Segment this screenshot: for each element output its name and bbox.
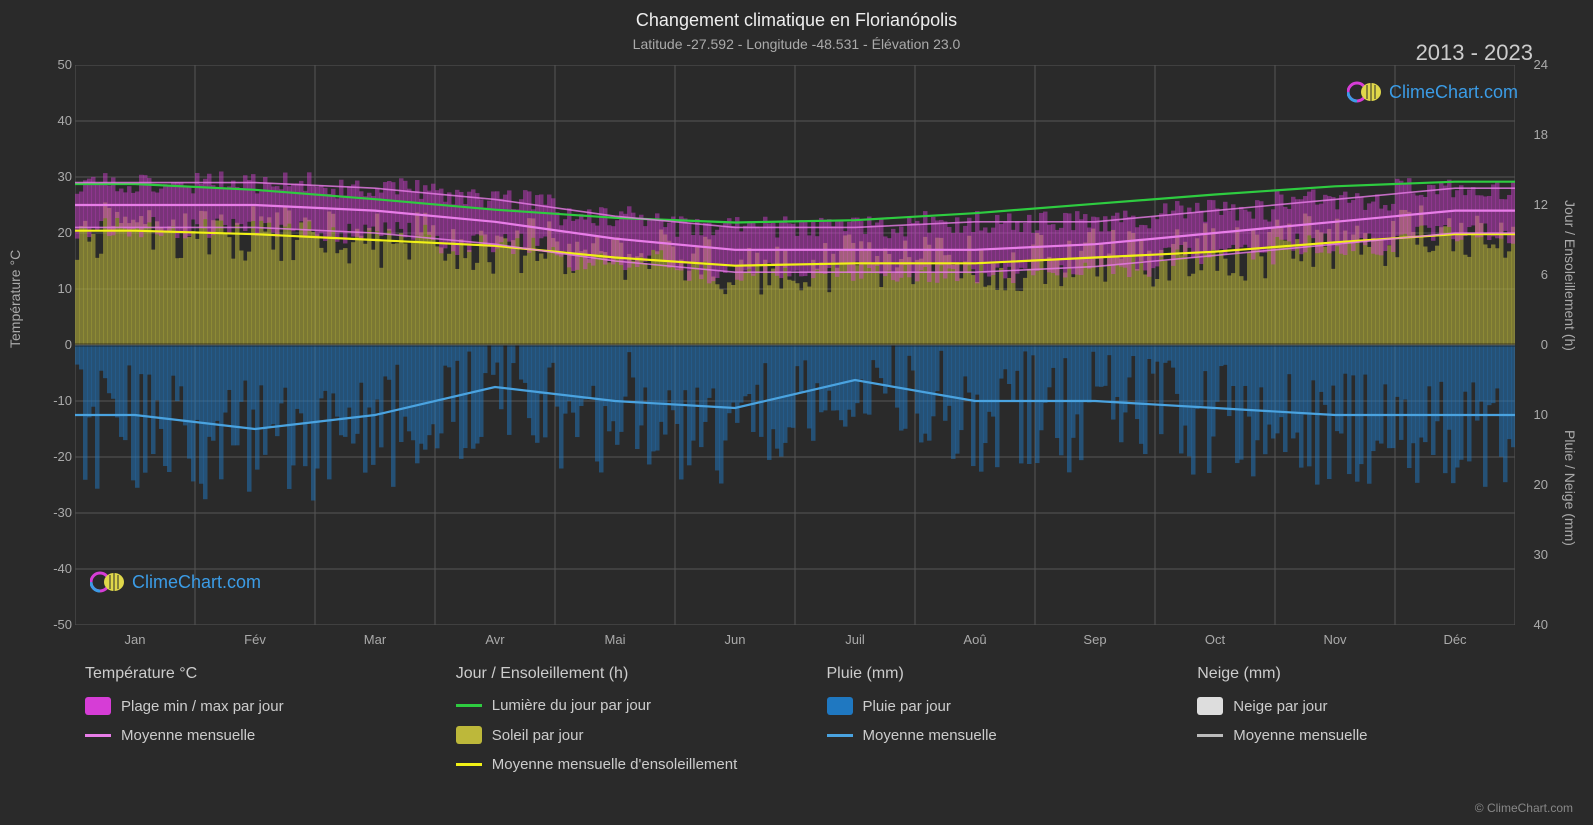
y-tick-left: 40 xyxy=(48,113,72,128)
legend-item: Moyenne mensuelle xyxy=(85,727,416,744)
y-tick-left: -20 xyxy=(48,449,72,464)
legend-swatch-icon xyxy=(1197,697,1223,715)
legend-label: Plage min / max par jour xyxy=(121,698,284,715)
legend-col-rain: Pluie (mm) Pluie par jour Moyenne mensuel… xyxy=(827,665,1158,785)
legend-line-icon xyxy=(456,763,482,766)
x-tick-month: Mai xyxy=(605,632,626,647)
chart-title: Changement climatique en Florianópolis xyxy=(0,10,1593,31)
legend-swatch-icon xyxy=(456,726,482,744)
chart-subtitle: Latitude -27.592 - Longitude -48.531 - É… xyxy=(0,36,1593,52)
legend-line-icon xyxy=(85,734,111,737)
brand-logo-bottom: ClimeChart.com xyxy=(90,570,261,594)
legend-swatch-icon xyxy=(85,697,111,715)
legend-line-icon xyxy=(1197,734,1223,737)
legend-swatch-icon xyxy=(827,697,853,715)
legend-label: Soleil par jour xyxy=(492,727,584,744)
legend-header: Pluie (mm) xyxy=(827,665,1158,683)
y-tick-right: 0 xyxy=(1541,337,1548,352)
climate-chart xyxy=(75,65,1515,625)
x-tick-month: Juil xyxy=(845,632,865,647)
y-tick-left: -40 xyxy=(48,561,72,576)
legend-item: Soleil par jour xyxy=(456,726,787,744)
brand-logo-top: ClimeChart.com xyxy=(1347,80,1518,104)
logo-icon xyxy=(1347,80,1383,104)
y-tick-right: 6 xyxy=(1541,267,1548,282)
legend-item: Moyenne mensuelle d'ensoleillement xyxy=(456,756,787,773)
legend-item: Moyenne mensuelle xyxy=(1197,727,1528,744)
legend-col-daylight: Jour / Ensoleillement (h) Lumière du jou… xyxy=(456,665,787,785)
y-tick-right: 40 xyxy=(1534,617,1548,632)
legend-line-icon xyxy=(456,704,482,707)
legend-item: Neige par jour xyxy=(1197,697,1528,715)
x-tick-month: Déc xyxy=(1443,632,1466,647)
legend-header: Jour / Ensoleillement (h) xyxy=(456,665,787,683)
y-tick-left: -30 xyxy=(48,505,72,520)
year-range: 2013 - 2023 xyxy=(1416,40,1533,66)
y-tick-left: 50 xyxy=(48,57,72,72)
y-tick-left: 0 xyxy=(48,337,72,352)
legend-header: Neige (mm) xyxy=(1197,665,1528,683)
y-axis-right-bottom-label: Pluie / Neige (mm) xyxy=(1562,430,1578,546)
x-tick-month: Oct xyxy=(1205,632,1225,647)
y-tick-right: 18 xyxy=(1534,127,1548,142)
y-axis-left-label: Température °C xyxy=(7,250,23,348)
x-tick-month: Jan xyxy=(125,632,146,647)
legend-item: Plage min / max par jour xyxy=(85,697,416,715)
legend-label: Moyenne mensuelle xyxy=(121,727,255,744)
x-tick-month: Mar xyxy=(364,632,386,647)
legend-label: Lumière du jour par jour xyxy=(492,697,651,714)
legend-col-snow: Neige (mm) Neige par jour Moyenne mensuel… xyxy=(1197,665,1528,785)
copyright: © ClimeChart.com xyxy=(1475,801,1573,815)
x-tick-month: Nov xyxy=(1323,632,1346,647)
legend-col-temperature: Température °C Plage min / max par jour M… xyxy=(85,665,416,785)
y-tick-right: 24 xyxy=(1534,57,1548,72)
legend-item: Lumière du jour par jour xyxy=(456,697,787,714)
y-tick-left: 20 xyxy=(48,225,72,240)
y-axis-right-top-label: Jour / Ensoleillement (h) xyxy=(1562,200,1578,351)
x-tick-month: Fév xyxy=(244,632,266,647)
y-tick-right: 30 xyxy=(1534,547,1548,562)
y-tick-left: 10 xyxy=(48,281,72,296)
y-tick-left: -10 xyxy=(48,393,72,408)
legend-label: Pluie par jour xyxy=(863,698,951,715)
x-tick-month: Aoû xyxy=(963,632,986,647)
y-tick-right: 12 xyxy=(1534,197,1548,212)
y-tick-left: 30 xyxy=(48,169,72,184)
y-tick-right: 20 xyxy=(1534,477,1548,492)
brand-text: ClimeChart.com xyxy=(132,572,261,593)
y-tick-left: -50 xyxy=(48,617,72,632)
legend: Température °C Plage min / max par jour M… xyxy=(85,665,1528,785)
x-tick-month: Avr xyxy=(485,632,504,647)
logo-icon xyxy=(90,570,126,594)
y-tick-right: 10 xyxy=(1534,407,1548,422)
legend-label: Moyenne mensuelle xyxy=(1233,727,1367,744)
legend-line-icon xyxy=(827,734,853,737)
legend-header: Température °C xyxy=(85,665,416,683)
brand-text: ClimeChart.com xyxy=(1389,82,1518,103)
legend-label: Neige par jour xyxy=(1233,698,1327,715)
x-tick-month: Sep xyxy=(1083,632,1106,647)
legend-label: Moyenne mensuelle xyxy=(863,727,997,744)
x-tick-month: Jun xyxy=(725,632,746,647)
legend-label: Moyenne mensuelle d'ensoleillement xyxy=(492,756,738,773)
legend-item: Pluie par jour xyxy=(827,697,1158,715)
legend-item: Moyenne mensuelle xyxy=(827,727,1158,744)
